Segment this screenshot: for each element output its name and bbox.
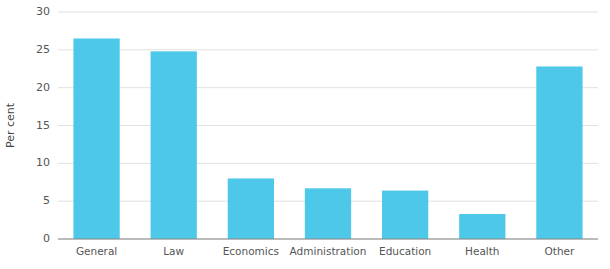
bar [536,66,582,239]
bar [459,214,505,239]
x-tick-label: Health [465,245,499,257]
x-tick-label: Law [163,245,184,257]
x-tick-label: Economics [223,245,279,257]
x-axis-line [58,239,598,240]
bar [73,38,119,239]
y-tick-label: 20 [36,81,50,94]
chart-svg: 0 5 10 15 20 25 30 Per cent General Law Economics A… [0,0,610,269]
grid-line [58,239,598,240]
x-tick-label: Education [379,245,431,257]
y-tick-label: 10 [36,156,50,169]
y-axis: 0 5 10 15 20 25 30 [36,5,50,245]
grid-line [58,49,598,50]
y-tick-label: 25 [36,43,50,56]
bar [382,191,428,239]
grid-line [58,163,598,164]
grid-line [58,87,598,88]
y-tick-label: 30 [36,5,50,18]
grid-line [58,125,598,126]
bar [305,188,351,239]
y-tick-label: 0 [43,232,50,245]
chart-container: 0 5 10 15 20 25 30 Per cent General Law Economics A… [0,0,610,269]
grid [58,12,598,239]
bar [151,51,197,239]
y-axis-label: Per cent [4,102,17,148]
y-tick-label: 15 [36,119,50,132]
y-tick-label: 5 [43,194,50,207]
grid-line [58,12,598,13]
x-tick-label: Administration [290,245,367,257]
bar [228,178,274,239]
bars [73,38,582,239]
x-tick-label: General [76,245,117,257]
x-tick-label: Other [545,245,575,257]
x-axis: General Law Economics Administration Educati… [76,245,575,257]
